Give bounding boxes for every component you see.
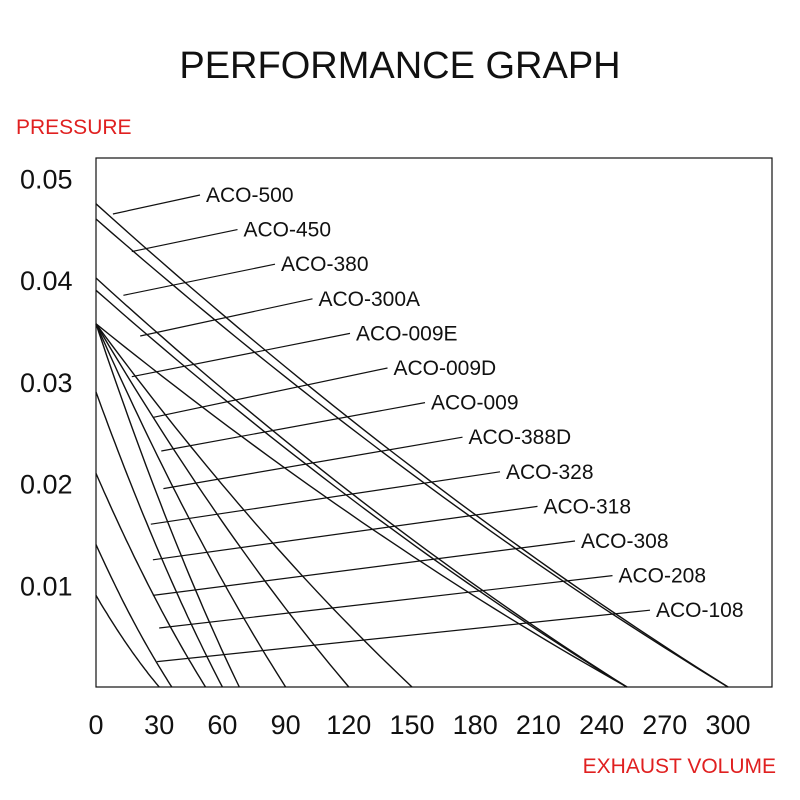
series-label-aco-009d: ACO-009D: [394, 357, 497, 380]
x-ticks-group: 0 30 60 90 120 150 180 210 240 270 300: [88, 710, 750, 740]
x-tick-label: 90: [271, 710, 301, 740]
curve-aco-450: [95, 218, 729, 688]
y-tick-label: 0.05: [20, 164, 73, 194]
series-label-aco-500: ACO-500: [206, 184, 294, 207]
plot-frame: [95, 157, 773, 688]
x-tick-label: 120: [326, 710, 371, 740]
leaders-group: [112, 194, 651, 663]
y-tick-label: 0.02: [20, 470, 73, 500]
series-label-aco-009: ACO-009: [431, 392, 519, 415]
x-tick-label: 300: [705, 710, 750, 740]
curve-aco-009e: [95, 323, 628, 688]
x-axis-label: EXHAUST VOLUME: [583, 755, 776, 778]
leader-aco-450: [131, 229, 238, 253]
curve-aco-009: [95, 323, 350, 688]
y-tick-label: 0.04: [20, 266, 73, 296]
leader-aco-009: [161, 402, 426, 452]
x-tick-label: 0: [88, 710, 103, 740]
leader-aco-108: [157, 609, 651, 663]
x-tick-label: 210: [516, 710, 561, 740]
leader-aco-388d: [163, 436, 463, 490]
leader-aco-328: [150, 471, 501, 525]
curve-aco-328: [95, 323, 240, 688]
x-tick-label: 150: [389, 710, 434, 740]
x-tick-label: 270: [642, 710, 687, 740]
series-label-aco-208: ACO-208: [619, 565, 707, 588]
series-label-aco-009e: ACO-009E: [356, 322, 458, 345]
x-tick-label: 30: [144, 710, 174, 740]
series-label-aco-450: ACO-450: [244, 219, 332, 242]
curve-aco-380: [95, 277, 628, 688]
curve-aco-500: [95, 203, 729, 688]
x-tick-label: 180: [453, 710, 498, 740]
leader-aco-300a: [140, 298, 313, 337]
curve-aco-308: [95, 473, 207, 688]
leader-aco-009d: [152, 367, 388, 418]
leader-aco-009e: [131, 332, 351, 378]
curve-aco-108: [95, 595, 160, 688]
series-label-aco-328: ACO-328: [506, 461, 594, 484]
y-tick-label: 0.01: [20, 571, 73, 601]
series-label-aco-300a: ACO-300A: [319, 288, 421, 311]
series-labels-group: ACO-500 ACO-450 ACO-380 ACO-300A ACO-009E ACO…: [206, 184, 744, 622]
chart-title: PERFORMANCE GRAPH: [179, 45, 620, 87]
series-label-aco-308: ACO-308: [581, 530, 669, 553]
curve-aco-300a: [95, 289, 628, 688]
leader-aco-318: [152, 505, 538, 561]
y-ticks-group: 0.05 0.04 0.03 0.02 0.01: [20, 164, 73, 601]
leader-aco-500: [112, 194, 201, 215]
series-label-aco-388d: ACO-388D: [469, 426, 572, 449]
curve-aco-009d: [95, 323, 413, 688]
curve-aco-318: [95, 391, 224, 688]
curve-aco-208: [95, 544, 173, 688]
leader-aco-308: [152, 540, 576, 596]
series-label-aco-318: ACO-318: [544, 495, 632, 518]
y-tick-label: 0.03: [20, 368, 73, 398]
leader-aco-208: [159, 575, 613, 629]
series-label-aco-108: ACO-108: [656, 599, 744, 622]
curve-aco-388d: [95, 323, 287, 688]
series-label-aco-380: ACO-380: [281, 253, 369, 276]
leader-aco-380: [123, 263, 276, 296]
y-axis-label: PRESSURE: [16, 116, 132, 139]
x-tick-label: 60: [207, 710, 237, 740]
x-tick-label: 240: [579, 710, 624, 740]
